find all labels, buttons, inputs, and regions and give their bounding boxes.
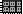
Line: QPSK CTC1/12 IIR (α=0.1): QPSK CTC1/12 IIR (α=0.1): [0, 0, 19, 14]
Line: QPSK CTC1/12 IIR (α=0.3): QPSK CTC1/12 IIR (α=0.3): [0, 0, 20, 14]
QPSK CTC1/12 IIR (α=0.1): [9, 6, 10, 7]
Line: QPSK CTC1/12 IIR (α=0.9): QPSK CTC1/12 IIR (α=0.9): [10, 0, 23, 14]
Line: QPSK CTC1/12 IIR (α=0.7): QPSK CTC1/12 IIR (α=0.7): [7, 0, 23, 14]
Line: QPSK CTC1/12 IIR (α=0.5): QPSK CTC1/12 IIR (α=0.5): [3, 0, 23, 14]
QPSK CTC1/12 IIR (α=0.3): [9, 4, 10, 5]
Line: QPSK CTC1/12 Linear (α=1): QPSK CTC1/12 Linear (α=1): [4, 0, 23, 14]
